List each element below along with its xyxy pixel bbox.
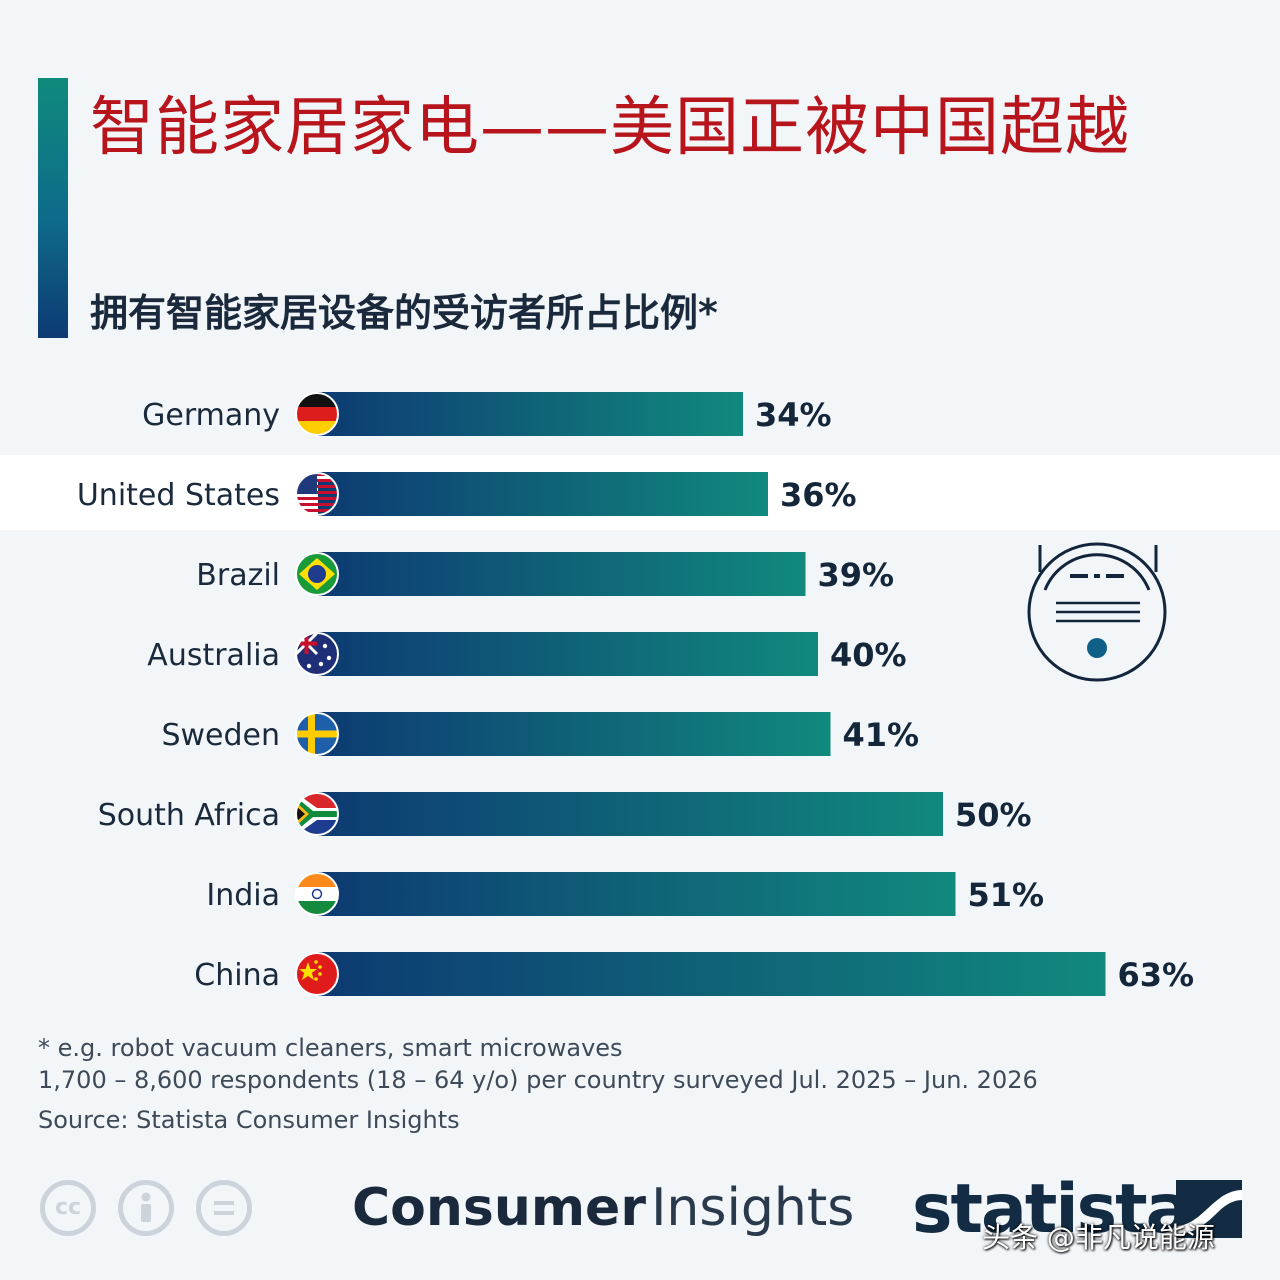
category-label: United States	[77, 478, 280, 513]
germany-flag-icon	[295, 392, 339, 436]
category-label: Sweden	[161, 718, 280, 753]
chart-subtitle: 拥有智能家居设备的受访者所占比例*	[90, 291, 718, 335]
no-derivatives-icon	[196, 1180, 252, 1236]
value-label: 40%	[830, 636, 907, 674]
title-accent-bar	[38, 78, 68, 338]
south-africa-flag-icon	[295, 792, 339, 836]
bar-brazil	[318, 552, 806, 596]
watermark-text: 头条 @非凡说能源	[982, 1221, 1215, 1254]
brazil-flag-icon	[295, 552, 339, 596]
bar-sweden	[318, 712, 831, 756]
category-label: India	[206, 878, 280, 913]
value-label: 34%	[755, 396, 832, 434]
attribution-icon	[118, 1180, 174, 1236]
consumer-insights-brand: Consumer Insights	[352, 1178, 855, 1238]
category-label: South Africa	[98, 798, 280, 833]
category-label: China	[194, 958, 280, 993]
bar-south-africa	[318, 792, 943, 836]
value-label: 41%	[843, 716, 920, 754]
robot-vacuum-icon	[1027, 542, 1167, 682]
bar-australia	[318, 632, 818, 676]
footnote-examples: * e.g. robot vacuum cleaners, smart micr…	[38, 1034, 623, 1062]
category-label: Brazil	[196, 558, 280, 593]
value-label: 39%	[818, 556, 895, 594]
china-flag-icon	[295, 952, 339, 996]
statista-logo-wave-icon	[1176, 1180, 1242, 1238]
creative-commons-icon: cc	[40, 1180, 96, 1236]
category-label: Australia	[147, 638, 280, 673]
united-states-flag-icon	[295, 472, 339, 516]
value-label: 51%	[968, 876, 1045, 914]
bar-united-states	[318, 472, 768, 516]
bar-china	[318, 952, 1106, 996]
sweden-flag-icon	[295, 712, 339, 756]
chart-title: 智能家居家电——美国正被中国超越	[90, 91, 1130, 165]
statista-logo: statista	[912, 1170, 1192, 1249]
value-label: 50%	[955, 796, 1032, 834]
value-label: 36%	[780, 476, 857, 514]
bar-germany	[318, 392, 743, 436]
australia-flag-icon	[295, 632, 339, 676]
bar-chart: Germany 34% United States 36% Brazil 39% Austr…	[77, 392, 1195, 996]
source-text: Source: Statista Consumer Insights	[38, 1106, 460, 1134]
category-label: Germany	[142, 398, 280, 433]
bar-india	[318, 872, 956, 916]
value-label: 63%	[1118, 956, 1195, 994]
india-flag-icon	[295, 872, 339, 916]
footnote-respondents: 1,700 – 8,600 respondents (18 – 64 y/o) …	[38, 1066, 1038, 1094]
